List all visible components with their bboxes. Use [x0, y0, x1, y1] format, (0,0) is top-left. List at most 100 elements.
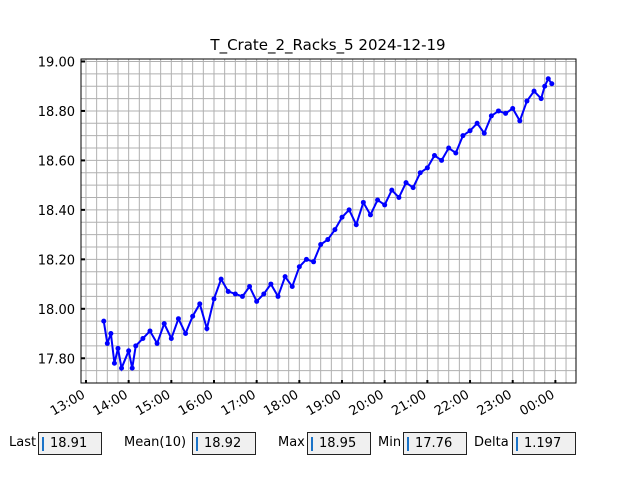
data-point	[126, 348, 132, 354]
data-point	[545, 76, 551, 82]
max-value-field[interactable]: 18.95	[307, 432, 371, 455]
min-label: Min	[378, 435, 402, 450]
data-point	[542, 83, 548, 89]
data-point	[332, 227, 338, 233]
data-point	[360, 199, 366, 205]
data-point	[538, 96, 544, 102]
data-point	[467, 128, 473, 134]
data-point	[190, 313, 196, 319]
data-point	[474, 120, 480, 126]
x-tick-label: 18:00	[261, 387, 301, 419]
delta-label: Delta	[474, 435, 509, 450]
data-point	[254, 298, 260, 304]
data-point	[318, 241, 324, 247]
data-point	[353, 222, 359, 228]
data-point	[197, 301, 203, 307]
data-point	[129, 365, 135, 371]
data-point	[303, 256, 309, 262]
data-point	[517, 118, 523, 124]
data-point	[524, 98, 530, 104]
data-point	[403, 180, 409, 186]
data-point	[225, 288, 231, 294]
data-point	[168, 335, 174, 341]
data-point	[161, 321, 167, 327]
last-label: Last	[9, 435, 37, 450]
plot-frame	[80, 58, 577, 384]
data-point	[453, 150, 459, 156]
data-point	[503, 110, 509, 116]
y-tick-label: 17.80	[38, 352, 75, 367]
data-point	[375, 197, 381, 203]
data-point	[549, 81, 555, 87]
x-tick-label: 23:00	[475, 387, 515, 419]
x-tick-label: 13:00	[48, 387, 88, 419]
max-label: Max	[278, 435, 305, 450]
data-point	[204, 326, 210, 332]
min-value-field[interactable]: 17.76	[403, 432, 467, 455]
mean-label: Mean(10)	[124, 435, 187, 450]
data-point	[424, 165, 430, 171]
x-tick-label: 14:00	[91, 387, 131, 419]
data-point	[396, 195, 402, 201]
x-tick-label: 19:00	[304, 387, 344, 419]
data-point	[275, 293, 281, 299]
data-point	[325, 237, 331, 243]
data-point	[247, 284, 253, 290]
data-point	[481, 130, 487, 136]
data-point	[154, 340, 160, 346]
data-point	[367, 212, 373, 218]
data-point	[175, 316, 181, 322]
y-tick-label: 18.40	[38, 204, 75, 219]
data-point	[282, 274, 288, 280]
data-point	[119, 365, 125, 371]
data-point	[111, 360, 117, 366]
data-point	[495, 108, 501, 114]
data-point	[417, 170, 423, 176]
x-tick-label: 21:00	[389, 387, 429, 419]
data-point	[389, 187, 395, 193]
data-point	[211, 296, 217, 302]
data-point	[460, 133, 466, 139]
data-point	[232, 291, 238, 297]
data-point	[147, 328, 153, 334]
x-tick-label: 15:00	[133, 387, 173, 419]
grid	[81, 59, 576, 384]
data-point	[239, 293, 245, 299]
data-point	[104, 340, 110, 346]
y-tick-label: 18.60	[38, 154, 75, 169]
data-point	[218, 276, 224, 282]
data-point	[108, 331, 114, 337]
data-point	[431, 152, 437, 158]
x-tick-label: 20:00	[347, 387, 387, 419]
delta-value-field[interactable]: 1.197	[512, 432, 576, 455]
data-point	[115, 345, 121, 351]
x-tick-label: 22:00	[432, 387, 472, 419]
data-point	[311, 259, 317, 265]
data-point	[133, 343, 139, 349]
x-tick-label: 00:00	[517, 387, 557, 419]
data-point	[339, 214, 345, 220]
data-point	[510, 105, 516, 111]
chart-title: T_Crate_2_Racks_5 2024-12-19	[209, 36, 445, 55]
data-point	[261, 291, 267, 297]
data-point	[140, 335, 146, 341]
data-point	[439, 157, 445, 163]
last-value-field[interactable]: 18.91	[38, 432, 102, 455]
mean-value-field[interactable]: 18.92	[192, 432, 256, 455]
y-tick-label: 18.00	[38, 303, 75, 318]
x-tick-label: 16:00	[176, 387, 216, 419]
data-point	[382, 202, 388, 208]
data-point	[446, 145, 452, 151]
data-point	[296, 264, 302, 270]
data-point	[488, 113, 494, 119]
data-point	[268, 281, 274, 287]
y-tick-label: 18.80	[38, 105, 75, 120]
data-point	[183, 331, 189, 337]
y-tick-label: 18.20	[38, 253, 75, 268]
y-tick-label: 19.00	[38, 55, 75, 70]
series-line	[101, 76, 555, 372]
data-point	[410, 185, 416, 191]
x-tick-label: 17:00	[219, 387, 259, 419]
data-point	[346, 207, 352, 213]
